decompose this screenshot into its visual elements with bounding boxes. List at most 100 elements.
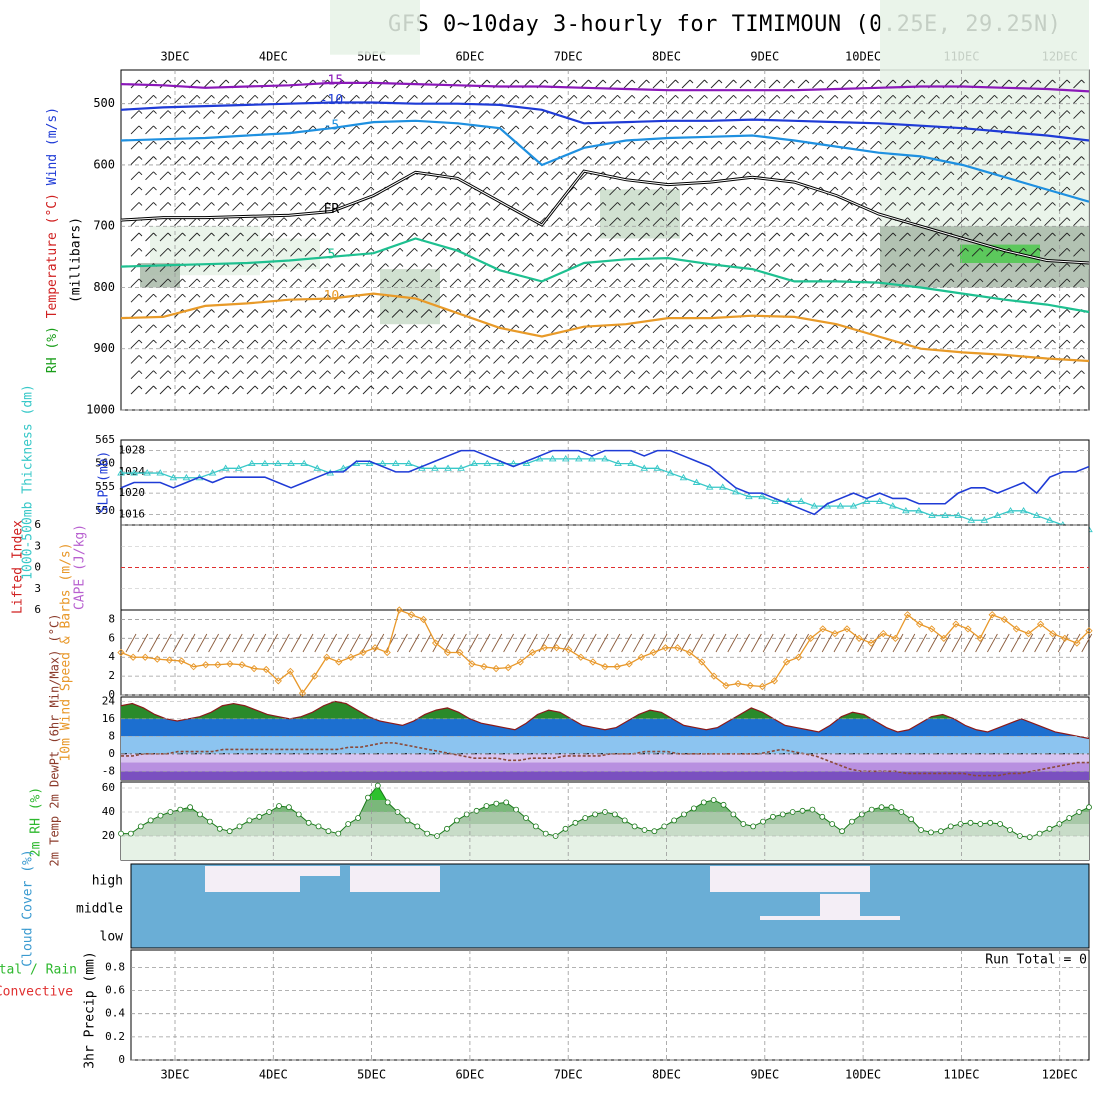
wind-barb xyxy=(225,370,230,375)
wind-barb xyxy=(522,156,531,165)
wind-barb xyxy=(159,370,169,380)
wind-barb xyxy=(631,125,636,130)
wind-barb xyxy=(580,94,589,104)
wind-barb xyxy=(420,94,430,104)
wind-barb xyxy=(530,171,534,176)
wind-barb xyxy=(333,217,343,227)
wind-barb xyxy=(667,324,676,334)
wind-barb xyxy=(638,324,647,334)
wind-barb xyxy=(522,278,531,288)
wind-barb xyxy=(515,633,526,653)
wind-barb xyxy=(1044,385,1053,395)
wind-barb xyxy=(1052,370,1056,375)
wind-barb xyxy=(312,339,317,344)
wind-barb xyxy=(559,355,563,359)
wind-barb xyxy=(377,156,386,165)
wind-barb xyxy=(348,355,357,364)
wind-barb xyxy=(414,370,418,375)
wind-barb xyxy=(928,94,937,104)
wind-barb xyxy=(826,125,836,135)
wind-barb xyxy=(153,125,157,130)
wind-barb xyxy=(1081,370,1085,375)
wind-barb xyxy=(834,370,839,375)
wind-barb xyxy=(739,247,749,257)
wind-barb xyxy=(812,156,821,165)
wind-barb xyxy=(515,355,520,359)
wind-speed-point xyxy=(189,663,198,671)
wind-barb xyxy=(203,79,212,89)
rh2m-point xyxy=(888,804,895,811)
wind-barb xyxy=(370,247,375,252)
wind-barb xyxy=(138,232,143,237)
wind-barb xyxy=(957,339,966,349)
wind-barb xyxy=(559,339,563,344)
wind-barb xyxy=(391,186,401,196)
wind-barb xyxy=(196,370,201,375)
wind-barb xyxy=(385,385,389,390)
wind-barb xyxy=(319,309,328,318)
wind-barb xyxy=(536,339,546,349)
wind-barb xyxy=(319,232,328,242)
wind-barb xyxy=(725,202,734,211)
wind-barb xyxy=(217,339,227,349)
wind-speed-point xyxy=(238,661,246,669)
wind-speed-point xyxy=(552,644,561,652)
wind-barb xyxy=(855,324,865,334)
wind-barb xyxy=(312,293,317,298)
wind-barb xyxy=(826,94,836,104)
wind-barb xyxy=(254,156,259,160)
wind-barb xyxy=(515,232,520,237)
wind-barb xyxy=(971,202,981,211)
wind-barb xyxy=(1023,125,1027,130)
wind-speed-point xyxy=(843,625,851,633)
wind-barb xyxy=(478,94,488,104)
wind-barb xyxy=(609,232,618,242)
wind-barb xyxy=(1052,263,1056,267)
wind-barb xyxy=(609,79,618,89)
wind-barb xyxy=(936,263,940,267)
wind-barb xyxy=(145,370,154,380)
wind-barb xyxy=(551,309,560,318)
wind-barb xyxy=(602,309,607,313)
wind-barb xyxy=(921,79,926,84)
y-tick-label: 900 xyxy=(93,341,115,355)
wind-barb xyxy=(464,263,473,272)
wind-barb xyxy=(1066,293,1071,298)
wind-barb xyxy=(159,385,169,395)
wind-barb xyxy=(182,293,186,298)
wind-speed-point xyxy=(335,658,343,666)
wind-barb xyxy=(703,633,715,653)
wind-barb xyxy=(870,171,879,181)
wind-barb xyxy=(530,293,534,298)
wind-barb xyxy=(602,94,607,99)
wind-barb xyxy=(182,278,186,283)
wind-barb xyxy=(1000,171,1010,181)
wind-barb xyxy=(362,355,372,364)
wind-barb xyxy=(304,186,314,196)
wind-barb xyxy=(167,110,172,114)
wind-barb xyxy=(907,385,911,390)
wind-barb xyxy=(327,140,331,145)
wind-barb xyxy=(1073,110,1082,119)
wind-barb xyxy=(196,79,201,84)
wind-barb xyxy=(689,156,694,160)
wind-barb xyxy=(449,125,459,135)
wind-barb xyxy=(275,263,285,272)
wind-barb xyxy=(254,79,259,84)
wind-barb xyxy=(348,186,357,196)
wind-barb xyxy=(617,370,621,375)
wind-barb xyxy=(656,633,668,653)
wind-barb xyxy=(243,633,255,653)
wind-barb xyxy=(783,140,792,150)
wind-barb xyxy=(667,263,676,272)
wind-barb xyxy=(319,385,328,395)
wind-barb xyxy=(638,217,647,227)
wind-barb xyxy=(1081,110,1085,114)
wind-barb xyxy=(1081,355,1085,359)
rh2m-point xyxy=(256,813,263,820)
wind-barb xyxy=(631,171,636,176)
wind-barb xyxy=(507,278,517,288)
rh2m-point xyxy=(226,828,233,835)
wind-barb xyxy=(472,355,476,359)
wind-barb xyxy=(1008,309,1013,313)
